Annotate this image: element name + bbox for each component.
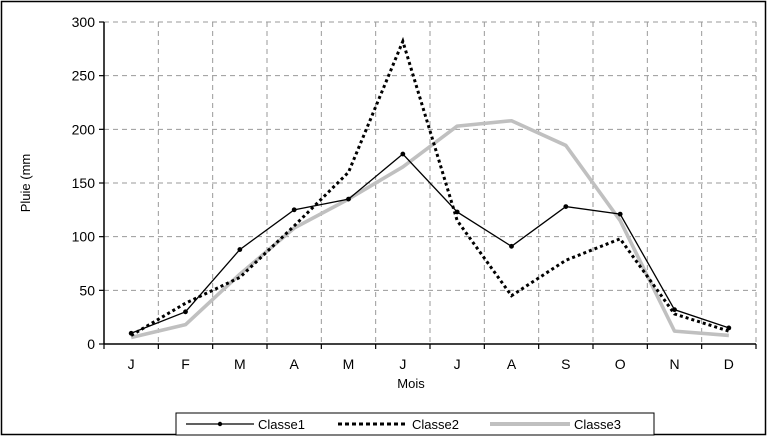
y-tick-label: 200: [72, 121, 96, 137]
x-tick-label: S: [561, 356, 570, 372]
legend-label-classe3: Classe3: [574, 417, 621, 432]
x-tick-label: J: [399, 356, 406, 372]
data-point-classe1: [291, 207, 297, 213]
legend-label-classe1: Classe1: [258, 417, 305, 432]
series-line-classe2: [130, 36, 730, 337]
y-tick-label: 300: [72, 14, 96, 30]
y-tick-label: 0: [87, 336, 95, 352]
legend-label-classe2: Classe2: [412, 417, 459, 432]
y-tick-label: 50: [79, 282, 95, 298]
x-tick-label: D: [724, 356, 734, 372]
series-line-classe1: [130, 153, 730, 334]
data-point-classe1: [726, 325, 732, 331]
series: [128, 36, 732, 340]
x-tick-label: J: [128, 356, 135, 372]
legend: Classe1 Classe2 Classe3: [175, 412, 655, 436]
x-tick-label: A: [507, 356, 517, 372]
series-line-classe3: [130, 118, 729, 340]
y-axis-title: Pluie (mm: [18, 154, 33, 213]
ticks: 0 50 100 150 200 250 300 J F M A M J J A S O N D: [72, 14, 757, 372]
x-tick-label: O: [615, 356, 626, 372]
y-tick-label: 150: [72, 175, 96, 191]
data-point-classe1: [128, 330, 134, 336]
y-tick-label: 250: [72, 68, 96, 84]
data-point-classe1: [400, 151, 406, 157]
data-point-classe1: [617, 211, 623, 217]
data-point-classe1: [563, 204, 569, 210]
data-point-classe1: [237, 247, 243, 252]
legend-box: [175, 412, 655, 436]
x-axis-title: Mois: [397, 376, 425, 391]
legend-marker-classe1: [217, 421, 223, 427]
x-tick-label: A: [289, 356, 299, 372]
data-point-classe1: [346, 196, 351, 202]
x-tick-label: F: [181, 356, 190, 372]
data-point-classe1: [509, 243, 514, 249]
x-tick-label: J: [454, 356, 461, 372]
data-point-classe1: [183, 309, 188, 315]
y-tick-label: 100: [72, 229, 96, 245]
x-tick-label: M: [234, 356, 246, 372]
data-point-classe1: [672, 307, 677, 313]
x-tick-label: M: [343, 356, 355, 372]
x-tick-label: N: [669, 356, 679, 372]
data-point-classe1: [454, 209, 460, 215]
